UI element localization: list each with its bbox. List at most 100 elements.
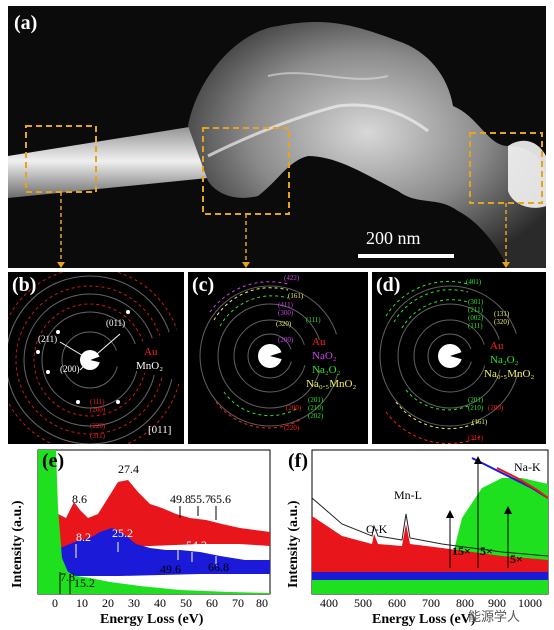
peak-red-3: 55.7	[190, 492, 211, 506]
diffraction-pattern-c	[199, 281, 368, 429]
ring-c-top-6: (200)	[278, 336, 294, 344]
ring-d-top-4: (111)	[468, 322, 483, 330]
panel-label-c: (c)	[192, 274, 215, 296]
x-tick-f-1: 500	[354, 596, 372, 610]
edge-label-1: Mn-L	[394, 488, 422, 502]
ring-c-bot-3: (200)	[286, 404, 302, 412]
peak-red-2: 49.8	[170, 492, 191, 506]
ring-d-top-2: (211)	[468, 306, 483, 314]
mult-label-0: 15×	[452, 544, 471, 558]
x-tick-f-0: 400	[320, 596, 338, 610]
ring-label-b-1: (211)	[38, 334, 58, 344]
ring-d-bot-0: (201)	[468, 396, 484, 404]
ring-d-top-3: (002)	[468, 314, 484, 322]
tem-image-panel-a: (a) 200 nm	[8, 6, 546, 268]
peak-blue-2: 54.2	[186, 538, 207, 552]
legend-c-3: Na₀.₅MnO₂	[306, 378, 357, 390]
diffraction-panel-c: (c) (422) (161) (411) (300) (111) (320) …	[188, 272, 368, 444]
panel-label-f: (f)	[288, 450, 308, 472]
x-tick-e-5: 50	[180, 596, 192, 610]
green-spectrum	[38, 450, 270, 594]
scale-bar-label: 200 nm	[366, 228, 421, 248]
x-tick-e-0: 0	[52, 596, 58, 610]
ring-c-top-1: (161)	[288, 292, 304, 300]
ring-c-top-3: (300)	[278, 309, 294, 317]
legend-d-2: Na₀.₅MnO₂	[484, 368, 535, 380]
ring-c-top-5: (320)	[276, 320, 292, 328]
watermark-text: 能源学人	[468, 610, 521, 625]
ring-label-b-2: (200)	[60, 364, 80, 374]
selected-area-box-3	[469, 132, 543, 204]
eels-plot-f-svg	[311, 449, 549, 595]
zone-axis-b: [011]	[148, 424, 172, 436]
diffraction-panel-b: (b) (011) (211) (200) Au MnO₂ (111) (200…	[8, 272, 184, 444]
x-tick-f-6: 1000	[518, 596, 542, 610]
mult-label-2: 5×	[510, 552, 523, 566]
ring-d-top-0: (401)	[466, 278, 482, 286]
panel-label-d: (d)	[376, 274, 401, 296]
peak-green-0: 7.8	[60, 570, 75, 584]
peak-red-0: 8.6	[72, 492, 87, 506]
diffraction-panel-d: (d) (401) (301) (211) (002) (111) (131) …	[372, 272, 546, 444]
scale-bar	[358, 254, 454, 258]
mult-label-1: 5×	[480, 544, 493, 558]
ring-label-b-0: (011)	[106, 318, 126, 328]
peak-blue-0: 8.2	[76, 530, 91, 544]
x-tick-e-3: 30	[128, 596, 140, 610]
eels-plot-e-svg	[37, 449, 271, 595]
discharge-product-cloud	[188, 21, 546, 268]
peak-red-1: 27.4	[118, 462, 139, 476]
ring-c-bot-0: (201)	[308, 396, 324, 404]
legend-d-1: Na₂O₂	[490, 354, 519, 366]
x-tick-f-2: 600	[388, 596, 406, 610]
eels-plot-f: (f) O-K Mn-L Na-K 15× 5× 5× Intensity (a…	[282, 448, 554, 630]
panel-label-b: (b)	[12, 274, 37, 296]
au-ring-b-3: (311)	[90, 432, 105, 440]
x-tick-e-8: 80	[256, 596, 268, 610]
ring-d-bot-3: (161)	[472, 418, 488, 426]
au-ring-b-1: (200)	[90, 406, 106, 414]
edge-label-2: Na-K	[514, 460, 541, 474]
ring-c-top-4: (111)	[306, 316, 321, 324]
x-tick-f-4: 800	[456, 596, 474, 610]
x-tick-e-2: 20	[102, 596, 114, 610]
x-tick-e-7: 70	[232, 596, 244, 610]
peak-red-4: 65.6	[210, 492, 231, 506]
x-axis-title-e: Energy Loss (eV)	[100, 612, 204, 627]
y-axis-title-f: Intensity (a.u.)	[286, 500, 301, 588]
ring-d-bot-4: (311)	[468, 434, 483, 442]
x-tick-e-4: 40	[154, 596, 166, 610]
ring-c-top-0: (422)	[284, 274, 300, 282]
x-tick-f-3: 700	[422, 596, 440, 610]
red-spectrum-f	[312, 516, 548, 572]
edge-label-0: O-K	[366, 522, 388, 536]
ring-d-top-1: (301)	[468, 298, 484, 306]
ring-c-bot-2: (202)	[308, 412, 324, 420]
peak-green-1: 15.2	[74, 576, 95, 590]
peak-blue-3: 49.6	[160, 562, 181, 576]
legend-c-1: NaO₂	[312, 350, 337, 362]
au-ring-b-0: (111)	[90, 398, 105, 406]
y-axis-title-e: Intensity (a.u.)	[10, 500, 25, 588]
ring-d-bot-2: (200)	[488, 404, 504, 412]
legend-mno2-b: MnO₂	[136, 360, 164, 372]
panel-label-a: (a)	[14, 12, 38, 34]
ring-c-top-2: (411)	[278, 301, 293, 309]
legend-au-b: Au	[144, 346, 158, 358]
x-axis-title-f: Energy Loss (eV)	[372, 612, 476, 627]
nanowire-rod	[8, 124, 240, 198]
diffraction-pattern-d	[379, 280, 546, 444]
ring-d-top-5: (131)	[494, 310, 510, 318]
eels-plot-e: (e) 8.6 27.4 49.8 55.7 65.6 8.2 25.2 54.…	[0, 448, 275, 630]
peak-blue-1: 25.2	[112, 526, 133, 540]
legend-d-0: Au	[490, 340, 504, 352]
blue-spectrum	[38, 508, 270, 576]
au-ring-b-2: (220)	[90, 422, 106, 430]
x-tick-e-6: 60	[206, 596, 218, 610]
ring-c-bot-1: (210)	[308, 404, 324, 412]
red-spectrum	[38, 454, 270, 548]
diffraction-pattern-b	[8, 272, 184, 444]
panel-label-e: (e)	[42, 450, 65, 472]
ring-c-bot-4: (220)	[284, 424, 300, 432]
peak-blue-4: 66.8	[208, 560, 229, 574]
